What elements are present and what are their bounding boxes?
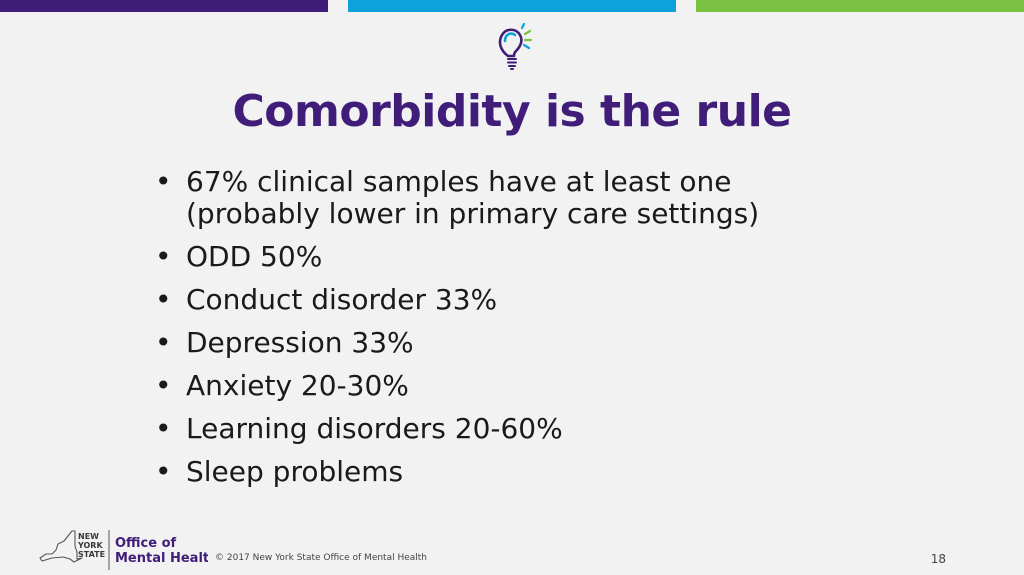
top-bar-blue <box>348 0 676 12</box>
logo-office-line1: Office of <box>115 536 177 551</box>
bullet-icon: • <box>155 412 172 445</box>
new-york-state-outline-icon <box>39 530 83 563</box>
logo-state-line3: STATE <box>78 550 105 559</box>
bullet-text: Learning disorders 20-60% <box>186 412 563 445</box>
logo-state-line1: NEW <box>78 532 99 541</box>
list-item: • Depression 33% <box>155 327 855 359</box>
list-item: • Anxiety 20-30% <box>155 370 855 402</box>
list-item: • Sleep problems <box>155 456 855 488</box>
bullet-text: Depression 33% <box>186 326 414 359</box>
top-bar-purple <box>0 0 328 12</box>
bullet-icon: • <box>155 240 172 273</box>
list-item: • 67% clinical samples have at least one … <box>155 166 855 230</box>
bullet-text: Anxiety 20-30% <box>186 369 409 402</box>
bullet-text: Conduct disorder 33% <box>186 283 498 316</box>
list-item: • Learning disorders 20-60% <box>155 413 855 445</box>
bullet-icon: • <box>155 326 172 359</box>
bullet-text: 67% clinical samples have at least one (… <box>186 165 760 230</box>
bullet-icon: • <box>155 165 172 198</box>
list-item: • Conduct disorder 33% <box>155 284 855 316</box>
logo-office-line2: Mental Health <box>115 551 208 566</box>
top-bar-green <box>696 0 1024 12</box>
bullet-icon: • <box>155 455 172 488</box>
list-item: • ODD 50% <box>155 241 855 273</box>
lightbulb-icon <box>498 22 533 70</box>
page-number: 18 <box>930 552 946 566</box>
bullet-text: ODD 50% <box>186 240 323 273</box>
bullet-list: • 67% clinical samples have at least one … <box>155 166 855 499</box>
bullet-text: Sleep problems <box>186 455 404 488</box>
logo-state-line2: YORK <box>77 541 103 550</box>
bullet-icon: • <box>155 369 172 402</box>
slide-title: Comorbidity is the rule <box>232 86 792 137</box>
omh-logo: NEW YORK STATE Office of Mental Health <box>39 530 208 570</box>
copyright-text: © 2017 New York State Office of Mental H… <box>215 553 428 563</box>
bullet-icon: • <box>155 283 172 316</box>
